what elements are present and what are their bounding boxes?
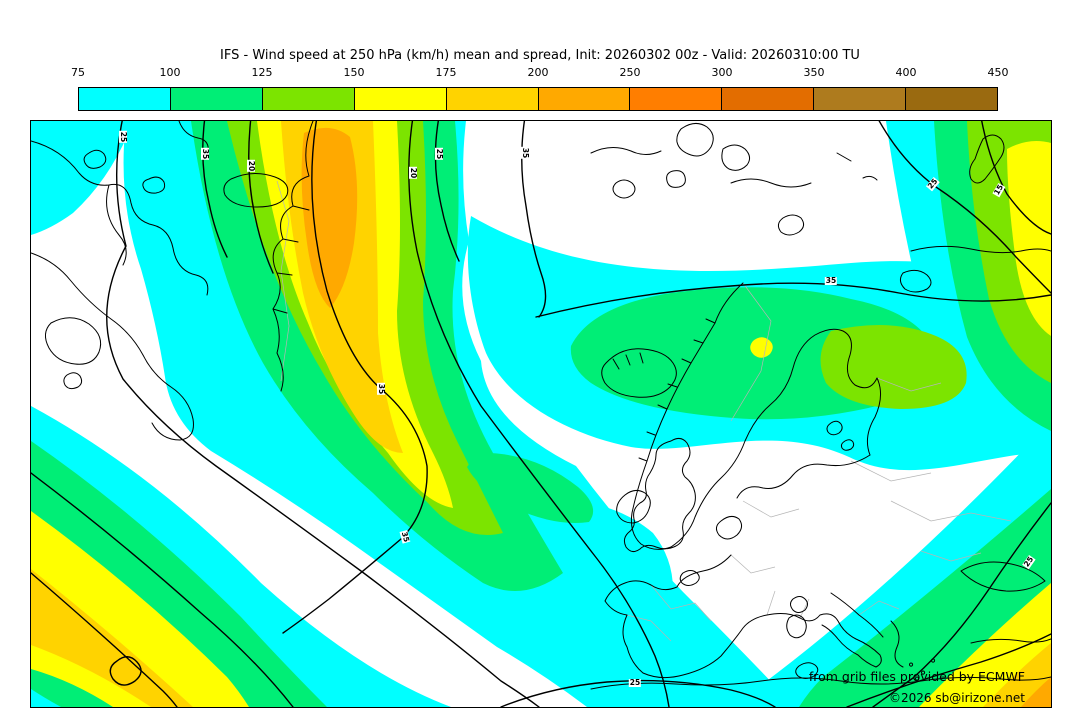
attribution-source: from grib files provided by ECMWF [808, 669, 1025, 684]
colorbar-tick-400: 400 [895, 66, 917, 79]
contour-label-35: 35 [824, 276, 838, 285]
colorbar-segment-125-150 [262, 88, 355, 110]
contour-label-25: 25 [628, 678, 642, 687]
colorbar-tick-100: 100 [159, 66, 181, 79]
colorbar-tick-75: 75 [71, 66, 85, 79]
contour-label-20: 20 [409, 166, 418, 180]
colorbar-segment-400-450 [906, 88, 998, 110]
colorbar-segment-175-200 [446, 88, 539, 110]
colorbar-tick-300: 300 [711, 66, 733, 79]
colorbar [78, 87, 998, 111]
colorbar-segment-150-175 [354, 88, 447, 110]
colorbar-segment-75-100 [79, 88, 171, 110]
attribution-copyright: ©2026 sb@irizone.net [889, 691, 1025, 705]
colorbar-tick-150: 150 [343, 66, 365, 79]
wind-speed-shading [31, 121, 1051, 707]
colorbar-tick-200: 200 [527, 66, 549, 79]
contour-label-20: 20 [247, 159, 256, 173]
contour-label-35: 35 [377, 382, 386, 396]
country-borders [276, 180, 1012, 642]
page-title: IFS - Wind speed at 250 hPa (km/h) mean … [220, 48, 860, 63]
colorbar-segment-350-400 [814, 88, 907, 110]
contour-label-35: 35 [521, 146, 530, 160]
colorbar-segment-250-300 [630, 88, 723, 110]
colorbar-segment-200-250 [538, 88, 631, 110]
contour-label-35: 35 [201, 147, 210, 161]
colorbar-tick-125: 125 [251, 66, 273, 79]
colorbar-tick-250: 250 [619, 66, 641, 79]
contour-label-25: 25 [435, 147, 444, 161]
colorbar-tick-175: 175 [435, 66, 457, 79]
map-frame: 25 35 20 20 25 35 35 35 35 25 15 25 25 from grib fil… [30, 120, 1052, 708]
colorbar-segment-100-125 [170, 88, 263, 110]
coastlines [31, 121, 1051, 690]
contour-label-25: 25 [119, 130, 128, 144]
weather-map-canvas [31, 121, 1051, 707]
colorbar-segment-300-350 [722, 88, 815, 110]
colorbar-tick-labels: 75 100 125 150 175 200 250 300 350 400 450 [71, 66, 1009, 80]
colorbar-tick-450: 450 [987, 66, 1009, 79]
colorbar-tick-350: 350 [803, 66, 825, 79]
